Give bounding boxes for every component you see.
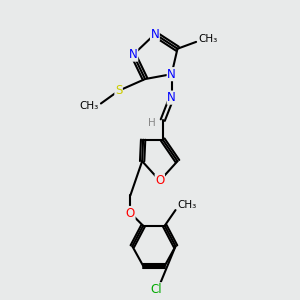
Text: Cl: Cl — [150, 283, 162, 296]
Text: CH₃: CH₃ — [178, 200, 197, 210]
Text: CH₃: CH₃ — [198, 34, 217, 44]
Text: N: N — [151, 28, 159, 40]
Text: O: O — [155, 174, 164, 187]
Text: CH₃: CH₃ — [80, 101, 99, 111]
Text: N: N — [129, 48, 138, 61]
Text: H: H — [148, 118, 156, 128]
Text: N: N — [167, 91, 176, 104]
Text: S: S — [115, 84, 122, 97]
Text: N: N — [167, 68, 176, 81]
Text: O: O — [126, 206, 135, 220]
